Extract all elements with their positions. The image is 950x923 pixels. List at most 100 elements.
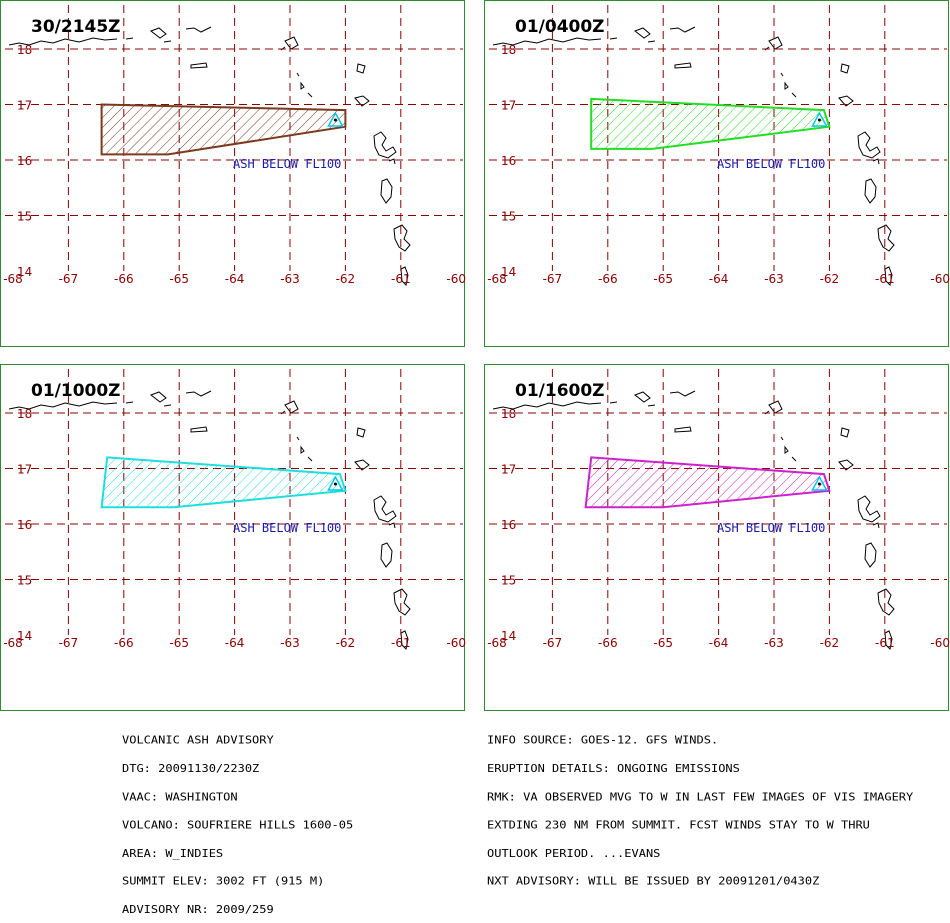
coastline-group bbox=[8, 26, 411, 287]
coastline-path bbox=[647, 404, 656, 407]
coastline-path bbox=[356, 427, 366, 438]
ash-level-annotation: ASH BELOW FL100 bbox=[717, 157, 825, 171]
coastline-path bbox=[872, 158, 880, 165]
coastline-path bbox=[356, 63, 366, 74]
coastline-path bbox=[864, 542, 877, 568]
latitude-label: 17 bbox=[17, 463, 32, 477]
coastline-path bbox=[857, 131, 881, 159]
advisory-line: INFO SOURCE: GOES-12. GFS WINDS. bbox=[487, 733, 719, 747]
coastline-path bbox=[400, 630, 409, 651]
coastline-path bbox=[380, 178, 393, 204]
coastline-path bbox=[674, 62, 692, 69]
longitude-label: -64 bbox=[709, 272, 729, 286]
longitude-label: -65 bbox=[169, 272, 189, 286]
map-canvas-1: 18 17 16 15 14-68 -67 -66 -65 -64 -63 -62 -61 -60 ASH… bbox=[3, 5, 466, 287]
longitude-label: -61 bbox=[391, 272, 411, 286]
coastline-path bbox=[884, 630, 893, 651]
coastline-path bbox=[669, 390, 696, 397]
coastline-path bbox=[300, 445, 305, 454]
latitude-label: 16 bbox=[501, 518, 516, 532]
coastline-path bbox=[609, 37, 618, 40]
advisory-line: VOLCANIC ASH ADVISORY bbox=[122, 733, 274, 747]
coastline-path bbox=[307, 456, 313, 462]
latitude-label: 17 bbox=[501, 99, 516, 113]
longitude-label: -60 bbox=[446, 636, 466, 650]
advisory-header-block: VOLCANIC ASH ADVISORY DTG: 20091130/2230… bbox=[122, 717, 353, 923]
volcano-triangle-icon bbox=[811, 111, 828, 127]
coastline-path bbox=[190, 426, 208, 433]
coastline-path bbox=[8, 37, 118, 46]
coastline-group bbox=[492, 390, 895, 651]
longitude-label: -61 bbox=[875, 636, 895, 650]
coastline-path bbox=[492, 401, 602, 410]
coastline-path bbox=[840, 427, 850, 438]
latitude-label: 14 bbox=[17, 629, 32, 643]
longitude-label: -60 bbox=[930, 636, 950, 650]
coastline-path bbox=[768, 36, 783, 50]
longitude-label: -67 bbox=[543, 636, 563, 650]
coastline-path bbox=[768, 400, 783, 414]
longitude-label: -64 bbox=[709, 636, 729, 650]
coastline-path bbox=[388, 522, 396, 529]
latitude-label: 14 bbox=[501, 629, 516, 643]
longitude-label: -61 bbox=[875, 272, 895, 286]
ash-level-annotation: ASH BELOW FL100 bbox=[233, 157, 341, 171]
coastline-path bbox=[780, 436, 784, 441]
volcano-point bbox=[333, 482, 337, 486]
volcano-triangle-icon bbox=[327, 475, 344, 491]
coastline-path bbox=[838, 95, 854, 107]
coastline-path bbox=[647, 40, 656, 43]
advisory-line: VAAC: WASHINGTON bbox=[122, 790, 238, 804]
longitude-label: -65 bbox=[169, 636, 189, 650]
advisory-line: NXT ADVISORY: WILL BE ISSUED BY 20091201… bbox=[487, 874, 820, 888]
advisory-line: VOLCANO: SOUFRIERE HILLS 1600-05 bbox=[122, 818, 354, 832]
map-panel-1: 18 17 16 15 14 -68 -67 -66 -65 -64 -63 -62 -61 -60 ASH… bbox=[0, 0, 466, 347]
map-panel-4: 18 17 16 15 14 -68 -67 -66 -65 -64 -63 -62 -61 -60 ASH… bbox=[484, 364, 950, 711]
coastline-path bbox=[296, 72, 300, 77]
coastline-path bbox=[877, 224, 895, 252]
latitude-label: 16 bbox=[501, 154, 516, 168]
coastline-path bbox=[125, 37, 134, 40]
coastline-path bbox=[354, 459, 370, 471]
advisory-line: DTG: 20091130/2230Z bbox=[122, 762, 260, 775]
ash-cloud-polygon bbox=[100, 103, 347, 156]
longitude-label: -60 bbox=[930, 272, 950, 286]
advisory-line: AREA: W_INDIES bbox=[122, 846, 224, 860]
longitude-label: -68 bbox=[487, 636, 507, 650]
coastline-path bbox=[307, 92, 313, 98]
latitude-label: 16 bbox=[17, 518, 32, 532]
panel-time-label: 01/1600Z bbox=[515, 381, 605, 401]
ash-level-annotation: ASH BELOW FL100 bbox=[717, 521, 825, 535]
ash-cloud-polygon bbox=[590, 97, 831, 150]
coastline-path bbox=[791, 92, 797, 98]
latitude-label: 14 bbox=[501, 265, 516, 279]
coastline-path bbox=[784, 445, 789, 454]
longitude-label: -62 bbox=[336, 272, 356, 286]
longitude-label: -68 bbox=[3, 636, 23, 650]
longitude-label: -66 bbox=[598, 636, 618, 650]
volcano-point bbox=[817, 118, 821, 122]
latitude-label: 17 bbox=[17, 99, 32, 113]
coastline-path bbox=[185, 390, 212, 397]
longitude-label: -67 bbox=[59, 272, 79, 286]
coastline-path bbox=[840, 63, 850, 74]
volcano-point bbox=[333, 118, 337, 122]
map-canvas-4: 18 17 16 15 14-68 -67 -66 -65 -64 -63 -62 -61 -60 ASH… bbox=[487, 369, 950, 651]
latitude-label: 16 bbox=[17, 154, 32, 168]
coastline-path bbox=[284, 36, 299, 50]
coastline-path bbox=[163, 404, 172, 407]
longitude-label: -62 bbox=[336, 636, 356, 650]
volcano-triangle-icon bbox=[811, 475, 828, 491]
latitude-label: 15 bbox=[17, 210, 32, 224]
longitude-label: -62 bbox=[820, 272, 840, 286]
longitude-label: -62 bbox=[820, 636, 840, 650]
longitude-label: -67 bbox=[59, 636, 79, 650]
coastline-path bbox=[149, 27, 167, 39]
longitude-label: -64 bbox=[225, 636, 245, 650]
latitude-label: 14 bbox=[17, 265, 32, 279]
coastline-path bbox=[373, 495, 397, 523]
coastline-path bbox=[373, 131, 397, 159]
longitude-label: -66 bbox=[598, 272, 618, 286]
longitude-label: -66 bbox=[114, 636, 134, 650]
map-panel-3: 18 17 16 15 14 -68 -67 -66 -65 -64 -63 -62 -61 -60 ASH… bbox=[0, 364, 466, 711]
